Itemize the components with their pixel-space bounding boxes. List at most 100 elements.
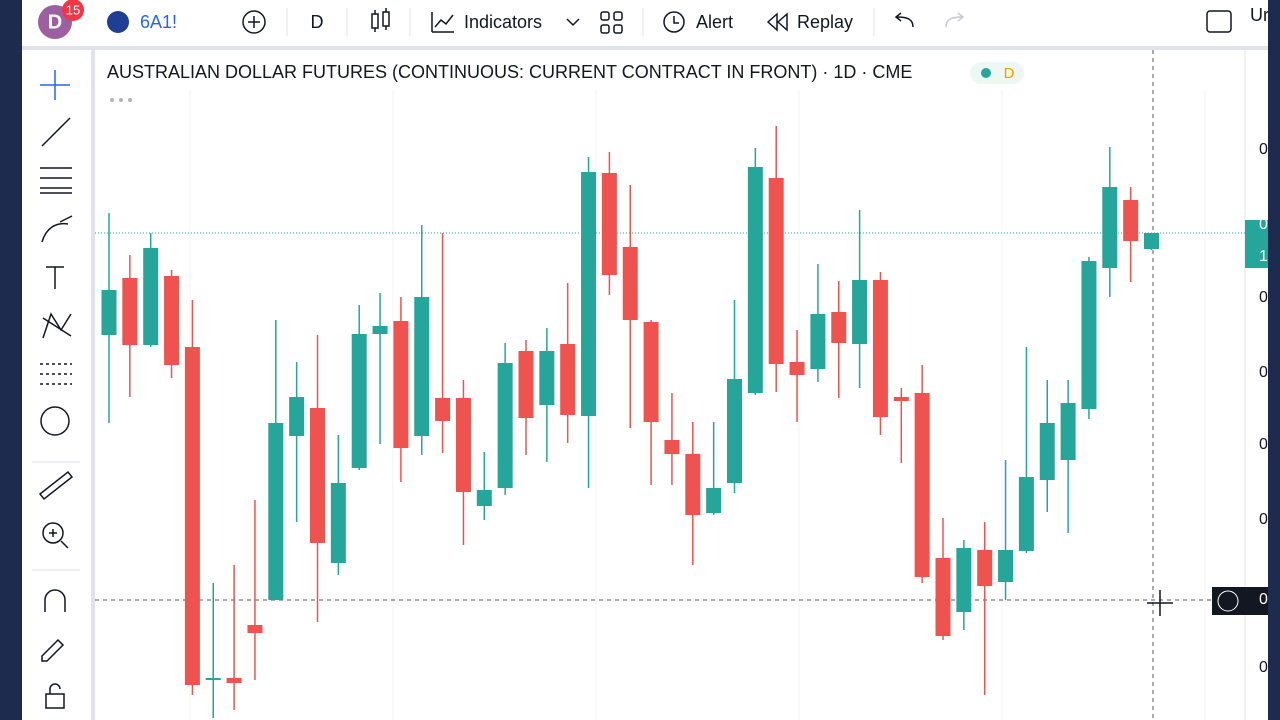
drawing-tools bbox=[38, 70, 74, 709]
price-label: 1 bbox=[1259, 248, 1268, 265]
more-dots[interactable] bbox=[110, 98, 132, 102]
candle-body bbox=[872, 280, 888, 417]
crosshair-tool[interactable] bbox=[40, 70, 70, 100]
candle-body bbox=[768, 178, 784, 364]
undo[interactable] bbox=[894, 12, 914, 28]
ruler-tool[interactable] bbox=[38, 470, 74, 501]
lock-drawing-tool[interactable] bbox=[41, 638, 65, 662]
add-symbol[interactable] bbox=[242, 10, 266, 34]
candle-body bbox=[935, 558, 951, 636]
status-badge: D bbox=[1004, 65, 1015, 82]
candle-body bbox=[143, 248, 159, 345]
icon-tool[interactable] bbox=[40, 406, 70, 436]
candle-body bbox=[268, 423, 284, 600]
candle-body bbox=[581, 172, 597, 416]
pattern-tool[interactable] bbox=[42, 312, 72, 339]
price-label: 0 bbox=[1259, 511, 1268, 528]
symbol[interactable]: 6A1! bbox=[140, 12, 177, 32]
fib-tool[interactable] bbox=[40, 167, 72, 194]
candle-body bbox=[643, 322, 659, 422]
price-label: 0 bbox=[1259, 591, 1268, 608]
candle-body bbox=[476, 490, 492, 506]
candle-body bbox=[852, 280, 868, 344]
candle-body bbox=[622, 247, 638, 320]
candle-body bbox=[310, 408, 325, 543]
price-label: 0 bbox=[1259, 364, 1268, 381]
candle-body bbox=[664, 440, 680, 454]
candle-body bbox=[706, 488, 722, 513]
alert-icon bbox=[663, 11, 685, 33]
lock-tool[interactable] bbox=[45, 693, 65, 709]
candle-body bbox=[164, 276, 180, 365]
candle-body bbox=[810, 314, 826, 369]
plot bbox=[95, 50, 1245, 720]
magnet-tool[interactable] bbox=[44, 589, 66, 612]
candle-body bbox=[518, 351, 534, 418]
candle-body bbox=[435, 398, 451, 421]
candle-body bbox=[914, 393, 930, 577]
candle-body bbox=[1081, 261, 1097, 409]
candle-body bbox=[393, 321, 409, 448]
cut-label: Ur bbox=[1250, 5, 1269, 25]
crosshair-plus bbox=[1217, 590, 1239, 612]
candle-body bbox=[497, 363, 513, 488]
candle-body bbox=[560, 344, 576, 415]
candle-body bbox=[977, 550, 993, 586]
candle-body bbox=[455, 398, 471, 492]
notification-badge bbox=[62, 0, 84, 21]
status-pill bbox=[970, 62, 1024, 84]
price-label: 0 bbox=[1259, 289, 1268, 306]
interval[interactable]: D bbox=[311, 12, 324, 32]
flag-icon bbox=[107, 11, 129, 33]
candle-body bbox=[414, 297, 430, 436]
fullscreen[interactable] bbox=[1206, 10, 1232, 33]
price-label: 0 bbox=[1259, 436, 1268, 453]
candle-body bbox=[184, 347, 200, 685]
alert[interactable]: Alert bbox=[696, 12, 733, 32]
candle-body bbox=[789, 362, 805, 375]
candle-body bbox=[1039, 423, 1055, 480]
candle-body bbox=[956, 548, 972, 612]
candle-body bbox=[1102, 187, 1118, 268]
candle-body bbox=[330, 483, 346, 563]
chart-title: AUSTRALIAN DOLLAR FUTURES (CONTINUOUS: C… bbox=[107, 62, 912, 82]
tools-border bbox=[91, 50, 95, 720]
candle-body bbox=[831, 312, 847, 343]
last-price-tag bbox=[1245, 220, 1268, 268]
candle-body bbox=[1060, 403, 1076, 460]
zoom-tool[interactable] bbox=[42, 522, 64, 544]
price-label: 0 bbox=[1259, 659, 1268, 676]
price-label: 0 bbox=[1259, 216, 1268, 233]
text-tool[interactable] bbox=[46, 266, 64, 289]
chart-style[interactable] bbox=[371, 8, 390, 32]
trend-line-tool[interactable] bbox=[41, 117, 71, 147]
price-label: 0 bbox=[1259, 141, 1268, 158]
avatar-letter: D bbox=[48, 11, 62, 33]
candle-body bbox=[247, 625, 263, 633]
badge-count: 15 bbox=[66, 2, 80, 17]
dropdown[interactable] bbox=[566, 18, 580, 27]
crosshair-tag bbox=[1212, 587, 1268, 615]
replay[interactable]: Replay bbox=[797, 12, 853, 32]
toolbar-border bbox=[22, 46, 1268, 50]
candle-body bbox=[372, 326, 388, 334]
candle-body bbox=[539, 351, 555, 405]
replay-icon bbox=[766, 12, 788, 32]
candle-body bbox=[727, 379, 742, 483]
brush-tool[interactable] bbox=[41, 215, 73, 243]
candle-body bbox=[893, 397, 909, 401]
candle-body bbox=[685, 454, 701, 515]
candle-body bbox=[1144, 233, 1159, 249]
indicators[interactable]: Indicators bbox=[464, 12, 542, 32]
right-edge bbox=[1268, 0, 1280, 720]
candle-body bbox=[1123, 200, 1139, 241]
candle-body bbox=[122, 278, 138, 345]
candle-body bbox=[351, 334, 367, 468]
candle-body bbox=[226, 678, 242, 683]
layouts[interactable] bbox=[600, 11, 623, 34]
forecast-tool[interactable] bbox=[40, 363, 72, 385]
candle-body bbox=[205, 678, 221, 680]
redo[interactable] bbox=[945, 12, 965, 28]
